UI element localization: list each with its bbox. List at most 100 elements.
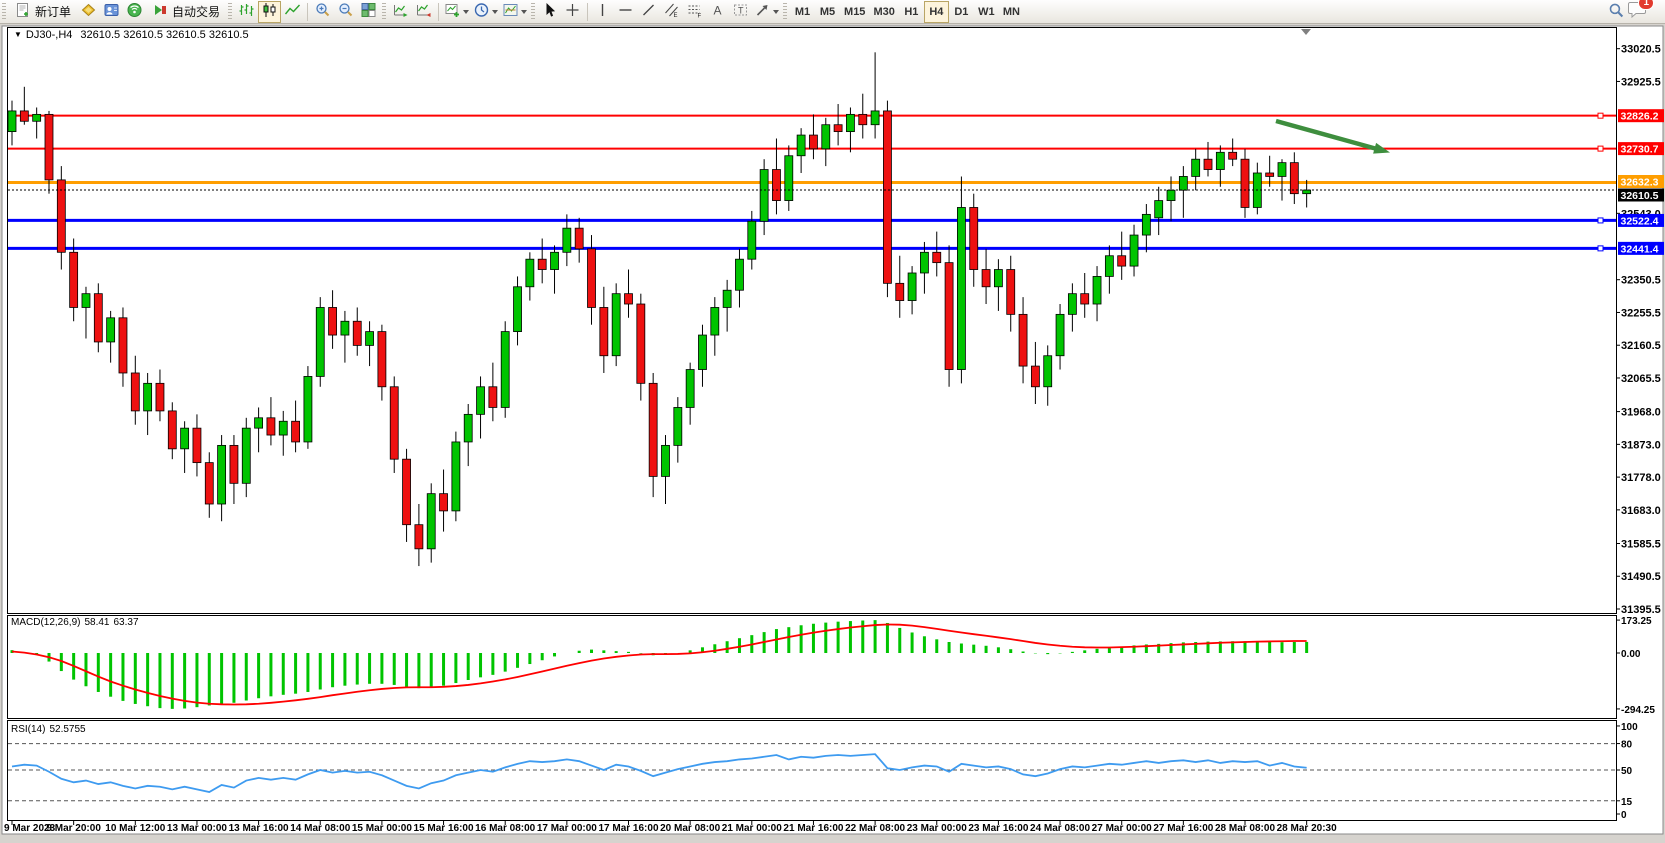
chat-button[interactable]: 1: [1627, 0, 1654, 23]
bar-chart-button[interactable]: [235, 1, 258, 23]
axis-tick-label: 100: [1621, 722, 1638, 733]
toolbar-grip[interactable]: [228, 2, 233, 21]
timeframe-d1-button[interactable]: D1: [949, 1, 974, 23]
price-label-boxes: 32826.2 32730.7 32632.3 32522.4 32441.4 32610…: [1618, 109, 1664, 255]
chart-shift-marker[interactable]: [1301, 29, 1311, 35]
candle: [439, 493, 448, 512]
rsi-pane: [8, 743, 1616, 802]
candle: [377, 331, 387, 388]
toolbar-grip[interactable]: [382, 2, 387, 21]
periods-button[interactable]: [471, 1, 500, 23]
toolbar-grip[interactable]: [783, 2, 788, 21]
text-button[interactable]: A: [706, 1, 729, 23]
candle: [488, 386, 498, 408]
hline-handle[interactable]: [1597, 112, 1604, 119]
zoom-out-icon: [337, 2, 354, 21]
arrow-head[interactable]: [1373, 142, 1390, 154]
candle: [69, 251, 79, 308]
candle: [833, 124, 843, 133]
auto-trading-button[interactable]: 自动交易: [146, 1, 226, 23]
candle: [846, 113, 855, 133]
candle: [648, 382, 658, 477]
candle: [340, 320, 350, 336]
chart-shift-button[interactable]: [412, 1, 435, 23]
new-order-button[interactable]: 新订单: [9, 1, 77, 23]
rsi-line: [11, 753, 1307, 793]
zoom-in-icon: [314, 2, 331, 21]
candle: [1166, 189, 1176, 201]
label-button[interactable]: T: [729, 1, 752, 23]
candle: [796, 134, 806, 157]
search-button[interactable]: [1604, 1, 1627, 23]
time-tick-label: 15 Mar 00:00: [352, 823, 412, 834]
axis-tick-label: 32255.5: [1621, 307, 1661, 319]
svg-text:F: F: [698, 14, 702, 19]
hline-handle[interactable]: [1597, 217, 1604, 224]
horizontal-line-icon: [617, 2, 634, 21]
axis-tick-label: 31968.0: [1621, 407, 1661, 419]
time-tick-label: 22 Mar 08:00: [845, 823, 905, 834]
candle: [809, 134, 818, 150]
signal-button[interactable]: [123, 1, 146, 23]
timeframe-mn-button[interactable]: MN: [999, 1, 1024, 23]
time-tick-label: 27 Mar 16:00: [1153, 823, 1213, 834]
toolbar-grip[interactable]: [2, 2, 6, 21]
candlestick-chart-button[interactable]: [258, 0, 282, 23]
zoom-out-button[interactable]: [334, 1, 357, 23]
axis-tick-label: 33020.5: [1621, 44, 1661, 56]
time-axis[interactable]: [8, 821, 1616, 834]
candle: [426, 493, 436, 550]
time-tick-label: 21 Mar 00:00: [722, 823, 782, 834]
vertical-line-button[interactable]: [591, 1, 614, 23]
timeframe-h1-button[interactable]: H1: [899, 1, 924, 23]
hline-handle[interactable]: [1597, 245, 1604, 252]
line-chart-icon: [284, 2, 301, 21]
candle: [710, 307, 720, 336]
fibonacci-button[interactable]: F: [683, 1, 706, 23]
new-chart-button[interactable]: [442, 1, 471, 23]
candle: [1240, 158, 1250, 208]
line-chart-button[interactable]: [281, 1, 304, 23]
market-gold-button[interactable]: [77, 1, 100, 23]
candle: [1043, 355, 1053, 388]
zoom-in-button[interactable]: [311, 1, 334, 23]
trendline-button[interactable]: [637, 1, 660, 23]
crosshair-button[interactable]: [561, 1, 584, 23]
timeframe-m30-button[interactable]: M30: [869, 1, 898, 23]
arrow-object[interactable]: [1275, 118, 1378, 152]
timeframe-m5-button[interactable]: M5: [815, 1, 840, 23]
toolbar-grip[interactable]: [531, 2, 536, 21]
channel-button[interactable]: E: [660, 1, 683, 23]
time-tick-label: 15 Mar 16:00: [414, 823, 474, 834]
hline-handle[interactable]: [1597, 145, 1604, 152]
candle: [1141, 213, 1151, 236]
timeframe-h4-button[interactable]: H4: [923, 0, 949, 23]
candle: [574, 227, 584, 250]
auto-scroll-icon: [392, 2, 409, 21]
svg-text:32610.5: 32610.5: [1621, 190, 1659, 202]
timeframe-m15-button[interactable]: M15: [840, 1, 869, 23]
candle: [537, 258, 547, 270]
timeframe-m1-button[interactable]: M1: [790, 1, 815, 23]
chart-menu-triangle-icon[interactable]: ▼: [14, 30, 22, 39]
price-axis[interactable]: [1617, 26, 1664, 821]
candle: [784, 155, 794, 201]
contacts-button[interactable]: [100, 1, 123, 23]
tile-windows-button[interactable]: [357, 1, 380, 23]
auto-scroll-button[interactable]: [389, 1, 412, 23]
chart-symbol-period: DJ30-,H4: [25, 29, 73, 41]
horizontal-line-button[interactable]: [614, 1, 637, 23]
timeframe-w1-button[interactable]: W1: [974, 1, 999, 23]
axis-tick-label: 31490.5: [1621, 571, 1661, 583]
cursor-button[interactable]: [538, 1, 561, 23]
candle: [858, 113, 868, 126]
macd-pane: [10, 620, 1309, 709]
templates-button[interactable]: [500, 1, 529, 23]
candle: [1080, 293, 1090, 305]
candle: [328, 307, 337, 336]
candle: [32, 113, 42, 122]
candle: [685, 369, 695, 408]
arrows-button[interactable]: [752, 1, 781, 23]
axis-tick-label: 31395.5: [1621, 604, 1661, 616]
